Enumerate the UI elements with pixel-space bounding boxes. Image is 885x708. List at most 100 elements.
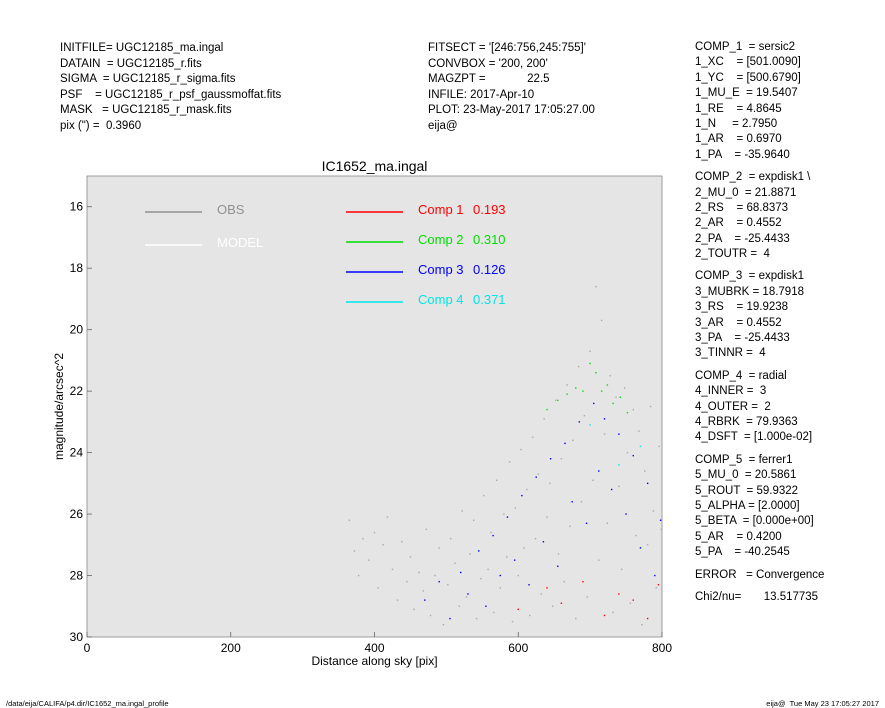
data-point [612, 611, 614, 614]
data-point [659, 519, 662, 521]
data-point [485, 605, 487, 607]
data-point [531, 436, 534, 438]
parameter-row: 3_MUBRK = 18.7918 [695, 285, 804, 298]
data-point [543, 418, 545, 420]
data-point [523, 547, 525, 549]
data-point [499, 587, 501, 589]
data-point [644, 470, 646, 472]
data-point [569, 525, 571, 528]
data-point [499, 574, 501, 577]
data-point [612, 402, 614, 405]
data-point [454, 562, 456, 564]
data-point [438, 580, 440, 583]
x-axis-label: Distance along sky [pix] [311, 654, 437, 668]
chart-title: IC1652_ma.ingal [322, 158, 428, 174]
parameter-row: 3_PA = -25.4433 [695, 332, 790, 345]
y-tick-label: 16 [70, 200, 84, 214]
data-point [460, 571, 462, 574]
x-tick-label: 400 [364, 641, 384, 655]
parameter-row: COMP_2 = expdisk1 \ [695, 171, 811, 184]
data-point [520, 448, 522, 451]
data-point [578, 421, 581, 423]
parameter-row: 1_AR = 0.6970 [695, 133, 782, 146]
data-point [595, 371, 597, 374]
data-point [575, 387, 577, 389]
data-point [566, 384, 568, 386]
y-tick-label: 22 [70, 384, 84, 398]
x-tick-label: 800 [652, 641, 672, 655]
data-point [549, 458, 552, 460]
data-point [632, 454, 634, 457]
data-point [566, 393, 568, 395]
data-point [422, 590, 425, 592]
data-point [542, 541, 545, 543]
data-point [513, 559, 516, 561]
data-point [635, 534, 637, 537]
data-point [526, 488, 528, 491]
parameter-block: Chi2/nu= 13.517735 [695, 590, 824, 605]
parameter-block: COMP_1 = sersic2 1_XC = [501.0090] 1_YC = … [695, 40, 824, 163]
data-point [362, 537, 364, 540]
data-point [609, 375, 611, 377]
y-tick-label: 28 [70, 569, 84, 583]
parameter-row: Chi2/nu= 13.517735 [695, 590, 819, 603]
data-point [603, 418, 606, 420]
data-point [517, 608, 519, 611]
parameter-block: COMP_4 = radial 4_INNER = 3 4_OUTER = 2 4_R… [695, 369, 824, 446]
data-point [600, 390, 603, 392]
legend-label-comp: Comp 2 [418, 232, 464, 247]
data-point [626, 451, 629, 454]
y-axis-label: magnitude/arcsec^2 [52, 353, 66, 460]
parameter-row: 5_MU_0 = 20.5861 [695, 469, 797, 482]
data-point [560, 602, 563, 604]
parameter-list: COMP_1 = sersic2 1_XC = [501.0090] 1_YC = … [695, 40, 824, 612]
data-point [626, 411, 629, 414]
parameter-row: 4_INNER = 3 [695, 385, 767, 398]
parameter-row: 5_PA = -40.2545 [695, 546, 790, 559]
data-point [465, 596, 468, 598]
data-point [503, 513, 505, 515]
data-point [660, 528, 662, 531]
data-point [382, 544, 384, 546]
y-tick-label: 26 [70, 507, 84, 521]
data-point [418, 571, 420, 574]
data-point [623, 387, 626, 389]
data-point [583, 415, 586, 417]
data-point [589, 362, 591, 365]
parameter-row: 4_DSFT = [1.000e-02] [695, 431, 813, 444]
parameter-row: COMP_3 = expdisk1 [695, 270, 804, 283]
data-point [606, 384, 609, 386]
data-point [478, 550, 480, 552]
data-point [353, 550, 356, 552]
data-point [458, 605, 461, 607]
footer-timestamp: eija@ Tue May 23 17:05:27 2017 [766, 699, 879, 708]
y-tick-label: 24 [70, 446, 84, 460]
data-point [514, 507, 517, 509]
data-point [632, 408, 634, 411]
data-point [472, 519, 475, 521]
data-point [632, 599, 634, 601]
data-point [540, 593, 542, 595]
data-point [517, 574, 519, 577]
data-point [557, 399, 559, 402]
parameter-row: 1_YC = [500.6790] [695, 71, 801, 84]
parameter-row: COMP_1 = sersic2 [695, 41, 796, 53]
data-point [652, 510, 655, 512]
parameter-row: 2_PA = -25.4433 [695, 232, 790, 245]
data-point [495, 479, 498, 481]
data-point [409, 556, 412, 558]
data-point [557, 553, 560, 555]
data-point [571, 501, 573, 503]
header-left: INITFILE= UGC12185_ma.ingal DATAIN = UGC1… [60, 41, 281, 134]
legend-label-comp: Comp 4 [418, 292, 464, 307]
parameter-row: COMP_4 = radial [695, 369, 787, 382]
legend-label-comp: Comp 3 [418, 262, 464, 277]
data-point [425, 528, 427, 531]
parameter-row: 1_RE = 4.8645 [695, 102, 782, 115]
data-point [537, 473, 540, 475]
parameter-row: 3_TINNR = 4 [695, 347, 766, 360]
parameter-row: 1_XC = [501.0090] [695, 56, 801, 69]
data-point [575, 617, 577, 620]
data-point [546, 516, 548, 518]
data-point [534, 537, 537, 540]
